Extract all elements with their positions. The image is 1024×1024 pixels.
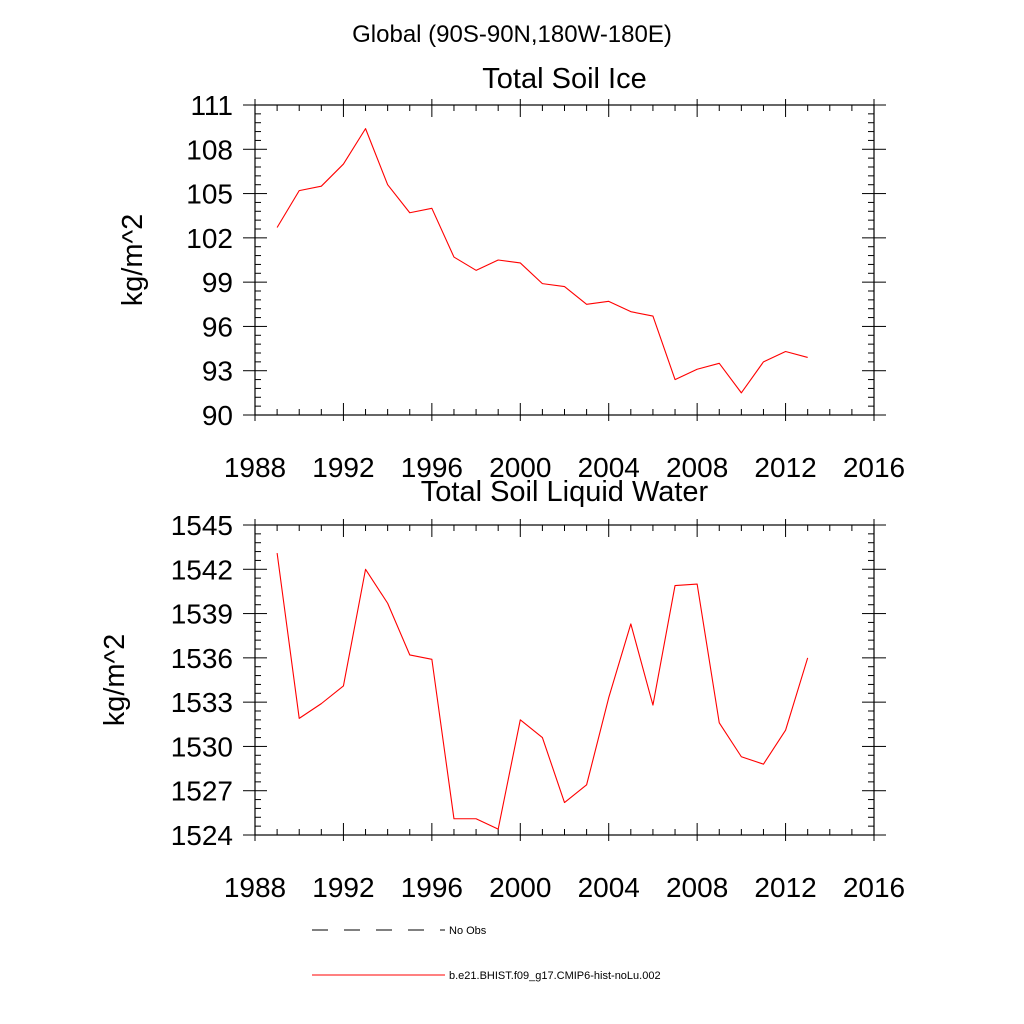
y-tick-label: 111 (190, 90, 233, 121)
x-tick-label: 1996 (401, 872, 463, 903)
x-tick-label: 1988 (224, 452, 286, 483)
x-tick-label: 1988 (224, 872, 286, 903)
y-axis-label: kg/m^2 (99, 634, 131, 727)
y-tick-label: 1530 (171, 731, 233, 762)
y-tick-label: 1539 (171, 599, 233, 630)
x-tick-label: 2012 (754, 872, 816, 903)
chart-panel-1: Total Soil Ice kg/m^2 1988 1992 1996 2000 2004… (117, 63, 905, 483)
y-tick-label: 102 (186, 223, 233, 254)
x-tick-label: 2000 (489, 872, 551, 903)
x-tick-label: 1992 (312, 452, 374, 483)
chart-title: Total Soil Ice (482, 63, 646, 95)
y-axis-label: kg/m^2 (117, 214, 149, 307)
y-tick-label: 90 (202, 400, 233, 431)
x-tick-label: 2008 (666, 872, 728, 903)
legend-label-1: No Obs (449, 925, 487, 937)
y-tick-label: 96 (202, 311, 233, 342)
y-tick-label: 1527 (171, 776, 233, 807)
y-tick-label: 1533 (171, 687, 233, 718)
y-tick-label: 108 (186, 134, 233, 165)
y-tick-label: 1545 (171, 510, 233, 541)
y-tick-label: 1542 (171, 554, 233, 585)
chart-title: Total Soil Liquid Water (421, 476, 709, 508)
legend-label-2: b.e21.BHIST.f09_g17.CMIP6-hist-noLu.002 (449, 970, 661, 982)
series-line (276, 128, 808, 394)
y-tick-label: 1524 (171, 820, 233, 851)
x-tick-label: 2000 (489, 452, 551, 483)
x-tick-label: 2012 (754, 452, 816, 483)
x-tick-label: 2004 (578, 872, 640, 903)
chart-panel-2: Total Soil Liquid Water kg/m^2 1988 1992 199… (99, 476, 905, 903)
y-tick-label: 105 (186, 179, 233, 210)
x-tick-label: 1996 (401, 452, 463, 483)
x-tick-label: 2016 (843, 872, 905, 903)
y-tick-label: 99 (202, 267, 233, 298)
x-tick-label: 1992 (312, 872, 374, 903)
x-tick-label: 2008 (666, 452, 728, 483)
y-tick-label: 93 (202, 356, 233, 387)
legend: No Obs b.e21.BHIST.f09_g17.CMIP6-hist-noL… (312, 925, 661, 982)
x-tick-label: 2004 (578, 452, 640, 483)
y-tick-label: 1536 (171, 643, 233, 674)
main-title: Global (90S-90N,180W-180E) (352, 21, 672, 48)
x-tick-label: 2016 (843, 452, 905, 483)
series-line (276, 552, 809, 830)
